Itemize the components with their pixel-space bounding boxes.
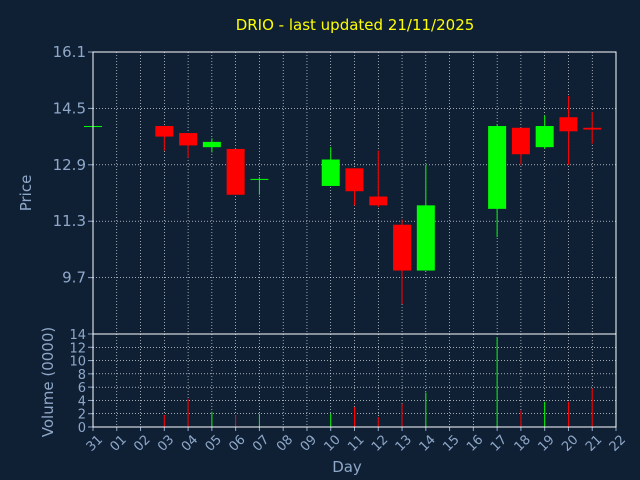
- price-tick-label: 16.1: [53, 43, 86, 61]
- x-tick-label: 31: [84, 432, 106, 454]
- x-tick-label: 22: [607, 432, 629, 454]
- x-tick-label: 07: [250, 432, 272, 454]
- x-tick-label: 05: [203, 432, 225, 454]
- candle-body: [535, 126, 554, 148]
- x-tick-label: 08: [274, 432, 296, 454]
- price-axis-label: Price: [17, 175, 35, 212]
- x-tick-label: 01: [108, 432, 130, 454]
- x-tick-label: 16: [464, 432, 486, 454]
- x-tick-label: 14: [417, 432, 439, 454]
- x-tick-label: 03: [155, 432, 177, 454]
- x-tick-label: 15: [440, 432, 462, 454]
- x-tick-label: 12: [369, 432, 391, 454]
- x-tick-label: 20: [559, 432, 581, 454]
- volume-tick-label: 6: [78, 381, 86, 396]
- volume-tick-label: 4: [78, 394, 86, 409]
- candle-body: [179, 133, 198, 146]
- x-tick-label: 02: [131, 432, 153, 454]
- x-tick-label: 19: [535, 432, 557, 454]
- x-tick-label: 04: [179, 432, 201, 454]
- candle-body: [416, 205, 435, 271]
- candle-body: [559, 117, 578, 132]
- candle-body: [202, 141, 221, 148]
- candle-body: [488, 126, 507, 209]
- candle-body: [511, 127, 530, 155]
- candle-body: [155, 126, 174, 137]
- volume-bars: [163, 337, 593, 427]
- volume-panel-frame: [92, 333, 617, 428]
- candle-body: [369, 196, 388, 206]
- volume-tick-label: 2: [78, 408, 86, 423]
- candles: [84, 96, 602, 305]
- price-tick-label: 9.7: [62, 269, 86, 287]
- price-tick-label: 11.3: [53, 212, 86, 230]
- volume-axis-label: Volume (0000): [39, 327, 57, 437]
- x-tick-label: 18: [512, 432, 534, 454]
- x-tick-labels: 31 01 02 03 04 05 06 07 08 09 10 11 12 13 14 15 16 17 18 19…: [84, 427, 629, 455]
- price-tick-label: 12.9: [53, 156, 86, 174]
- volume-tick-label: 0: [78, 421, 86, 436]
- volume-tick-label: 12: [69, 341, 86, 356]
- price-tick-label: 14.5: [53, 99, 86, 117]
- chart-title: DRIO - last updated 21/11/2025: [236, 16, 475, 34]
- x-tick-label: 17: [488, 432, 510, 454]
- candle-body: [583, 127, 602, 130]
- candle-body: [345, 168, 364, 192]
- candle-body: [393, 224, 412, 271]
- x-tick-label: 11: [345, 432, 367, 454]
- price-tick-labels: 16.1 14.5 12.9 11.3 9.7: [53, 43, 93, 287]
- volume-tick-label: 10: [69, 355, 86, 370]
- x-tick-label: 10: [321, 432, 343, 454]
- volume-tick-label: 8: [78, 368, 86, 383]
- x-tick-label: 09: [298, 432, 320, 454]
- x-tick-label: 13: [393, 432, 415, 454]
- x-tick-label: 06: [226, 432, 248, 454]
- x-axis-label: Day: [332, 458, 362, 476]
- candle-body: [321, 159, 340, 186]
- candle-body: [226, 148, 245, 195]
- x-tick-label: 21: [583, 432, 605, 454]
- volume-tick-label: 14: [69, 328, 86, 343]
- grid-lines: [92, 51, 617, 428]
- candle-body: [250, 178, 269, 180]
